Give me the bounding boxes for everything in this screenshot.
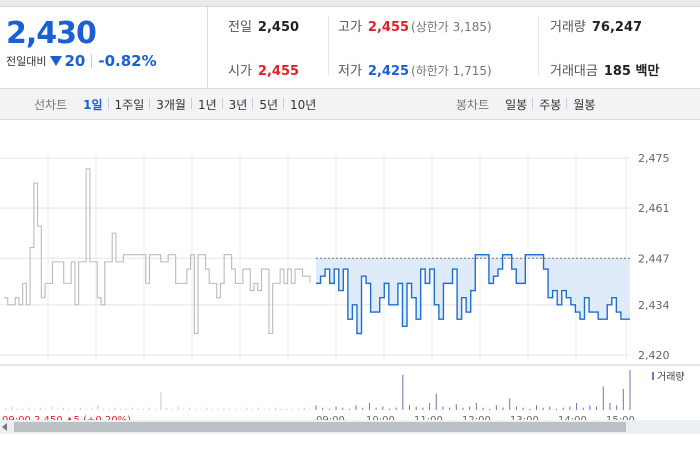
change-value: 20 bbox=[64, 52, 86, 70]
stat-prev-close: 전일 2,450 bbox=[228, 16, 299, 35]
stat-high: 고가 2,455 (상한가 3,185) bbox=[338, 16, 492, 35]
top-strip bbox=[0, 0, 700, 7]
prev-close-value: 2,450 bbox=[257, 20, 300, 35]
stats-grid: 전일 2,450 고가 2,455 (상한가 3,185) 거래량 76,247 시가 2… bbox=[208, 6, 700, 88]
y-tick-label: 2,447 bbox=[638, 252, 670, 265]
upper-limit: (상한가 3,185) bbox=[411, 20, 492, 34]
amount-label: 거래대금 bbox=[550, 64, 598, 79]
line-chart-label: 선차트 bbox=[34, 97, 68, 112]
tab-candle-weekly[interactable]: 주봉 bbox=[532, 96, 567, 113]
open-value: 2,455 bbox=[257, 64, 300, 79]
candle-chart-label: 봉차트 bbox=[456, 97, 490, 112]
quote-panel: 2,430 전일대비 20 -0.82% 전일 2,450 고가 2,455 (상한가… bbox=[0, 6, 700, 89]
scrollbar-thumb[interactable] bbox=[14, 422, 626, 432]
down-triangle-icon bbox=[50, 56, 63, 66]
volume-label: 거래량 bbox=[550, 20, 586, 35]
tab-period-1y[interactable]: 1년 bbox=[190, 96, 223, 113]
tab-candle-monthly[interactable]: 월봉 bbox=[566, 96, 601, 113]
stat-amount: 거래대금 185 백만 bbox=[550, 60, 659, 79]
price-box: 2,430 전일대비 20 -0.82% bbox=[0, 6, 208, 88]
y-tick-label: 2,420 bbox=[638, 349, 670, 362]
today-price-line bbox=[316, 254, 630, 335]
tab-period-5y[interactable]: 5년 bbox=[252, 96, 284, 113]
y-tick-label: 2,434 bbox=[638, 299, 670, 312]
stat-volume: 거래량 76,247 bbox=[550, 16, 642, 35]
open-label: 시가 bbox=[228, 64, 252, 79]
chart-scrollbar[interactable] bbox=[0, 420, 700, 434]
scroll-left-arrow-icon[interactable] bbox=[2, 423, 7, 431]
volume-value: 76,247 bbox=[591, 20, 643, 35]
change-label: 전일대비 bbox=[6, 55, 47, 68]
tab-period-1d[interactable]: 1일 bbox=[83, 97, 103, 112]
today-price-area bbox=[316, 254, 630, 334]
tab-period-3m[interactable]: 3개월 bbox=[149, 96, 192, 113]
change-divider bbox=[91, 54, 93, 68]
change-row: 전일대비 20 -0.82% bbox=[6, 52, 157, 70]
low-value: 2,425 bbox=[367, 64, 410, 79]
amount-value: 185 백만 bbox=[603, 64, 660, 79]
prev-close-label: 전일 bbox=[228, 20, 252, 35]
stats-divider bbox=[328, 16, 329, 76]
high-value: 2,455 bbox=[367, 20, 410, 35]
tab-period-3y[interactable]: 3년 bbox=[221, 96, 254, 113]
tab-period-1w[interactable]: 1주일 bbox=[107, 96, 151, 113]
tab-candle-daily[interactable]: 일봉 bbox=[505, 97, 528, 112]
y-tick-label: 2,475 bbox=[638, 152, 670, 165]
change-percent: -0.82% bbox=[98, 52, 157, 70]
candle-chart-tabs: 봉차트 일봉 주봉 월봉 bbox=[456, 89, 601, 119]
chart-tabbar: 선차트 1일 1주일 3개월 1년 3년 5년 10년 봉차트 일봉 주봉 월봉 bbox=[0, 89, 700, 120]
lower-limit: (하한가 1,715) bbox=[411, 64, 492, 78]
volume-legend-swatch bbox=[652, 372, 654, 380]
prev-day-price-line bbox=[4, 168, 311, 335]
line-chart-tabs: 선차트 1일 1주일 3개월 1년 3년 5년 10년 bbox=[34, 89, 322, 119]
current-price: 2,430 bbox=[6, 16, 97, 51]
volume-legend-label: 거래량 bbox=[657, 371, 685, 383]
tab-period-10y[interactable]: 10년 bbox=[283, 96, 322, 113]
y-tick-label: 2,461 bbox=[638, 202, 670, 215]
stat-low: 저가 2,425 (하한가 1,715) bbox=[338, 60, 492, 79]
stats-divider bbox=[538, 16, 539, 76]
stat-open: 시가 2,455 bbox=[228, 60, 299, 79]
high-label: 고가 bbox=[338, 20, 362, 35]
low-label: 저가 bbox=[338, 64, 362, 79]
